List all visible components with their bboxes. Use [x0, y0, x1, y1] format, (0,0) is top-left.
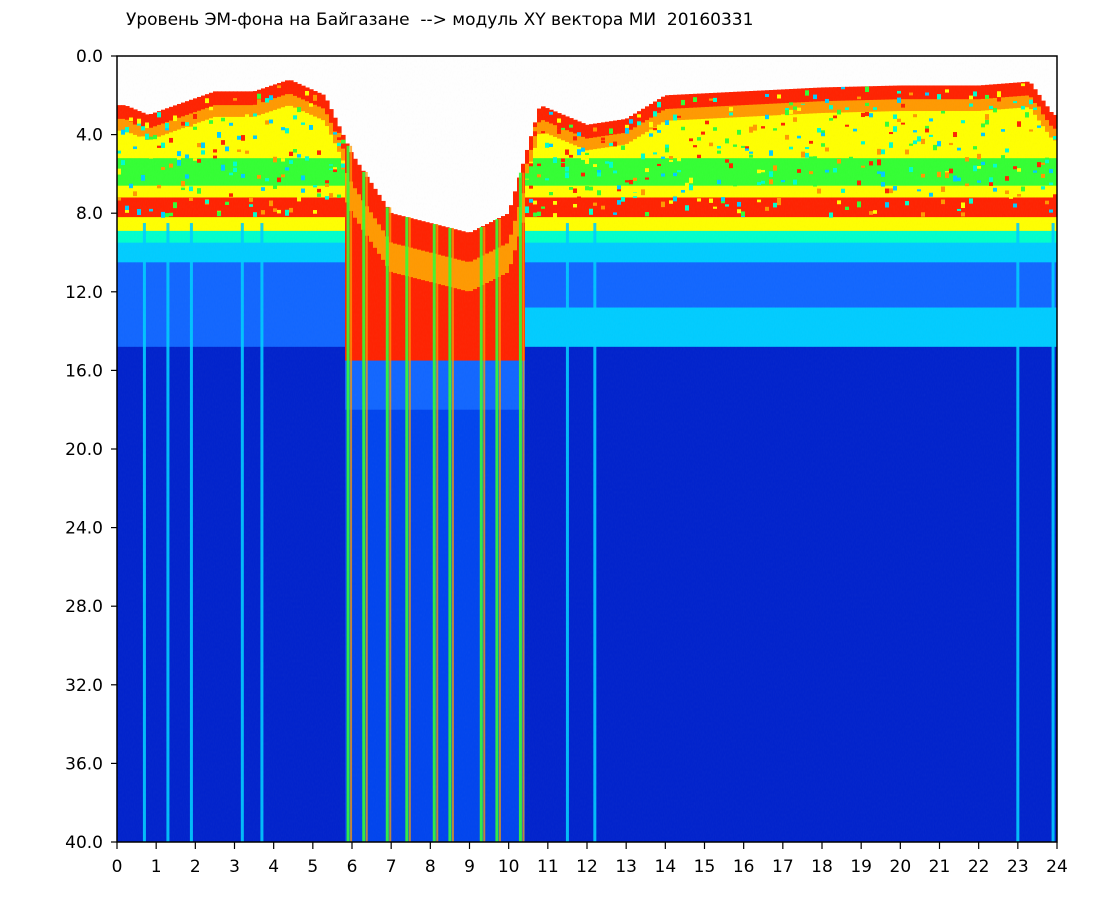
x-tick-label: 16 [733, 857, 755, 877]
y-tick-label: 40.0 [65, 833, 103, 853]
x-tick-label: 17 [772, 857, 794, 877]
x-tick-label: 19 [850, 857, 872, 877]
x-tick-label: 20 [890, 857, 912, 877]
x-tick-label: 2 [190, 857, 201, 877]
y-tick-label: 0.0 [76, 47, 103, 67]
y-tick-label: 36.0 [65, 754, 103, 774]
y-tick-label: 12.0 [65, 283, 103, 303]
y-tick-label: 32.0 [65, 676, 103, 696]
x-tick-label: 8 [425, 857, 436, 877]
x-tick-label: 23 [1007, 857, 1029, 877]
y-tick-label: 4.0 [76, 126, 103, 146]
x-tick-label: 24 [1046, 857, 1068, 877]
x-tick-label: 10 [498, 857, 520, 877]
x-tick-label: 12 [576, 857, 598, 877]
chart-title: Уровень ЭМ-фона на Байгазане --> модуль … [126, 10, 754, 30]
y-axis: 0.0 4.0 8.0 12.0 16.0 20.0 24.0 28.0 32.0 36.0 40.… [65, 47, 117, 853]
y-tick-label: 20.0 [65, 440, 103, 460]
x-tick-label: 6 [347, 857, 358, 877]
x-tick-label: 18 [811, 857, 833, 877]
x-tick-label: 22 [968, 857, 990, 877]
x-tick-label: 9 [464, 857, 475, 877]
x-axis: 0 1 2 3 4 5 6 7 8 9 10 11 12 13 14 15 16 17 18 19 20 21 22 23 24 [112, 842, 1068, 877]
y-tick-label: 8.0 [76, 204, 103, 224]
y-tick-label: 28.0 [65, 597, 103, 617]
noise-overlay [117, 56, 1057, 842]
x-tick-label: 11 [537, 857, 559, 877]
x-tick-label: 0 [112, 857, 123, 877]
x-tick-label: 14 [655, 857, 677, 877]
x-tick-label: 13 [615, 857, 637, 877]
x-tick-label: 7 [386, 857, 397, 877]
y-tick-label: 24.0 [65, 519, 103, 539]
x-tick-label: 15 [694, 857, 716, 877]
x-tick-label: 5 [307, 857, 318, 877]
x-tick-label: 4 [268, 857, 279, 877]
x-tick-label: 1 [151, 857, 162, 877]
x-tick-label: 3 [229, 857, 240, 877]
y-tick-label: 16.0 [65, 361, 103, 381]
x-tick-label: 21 [929, 857, 951, 877]
